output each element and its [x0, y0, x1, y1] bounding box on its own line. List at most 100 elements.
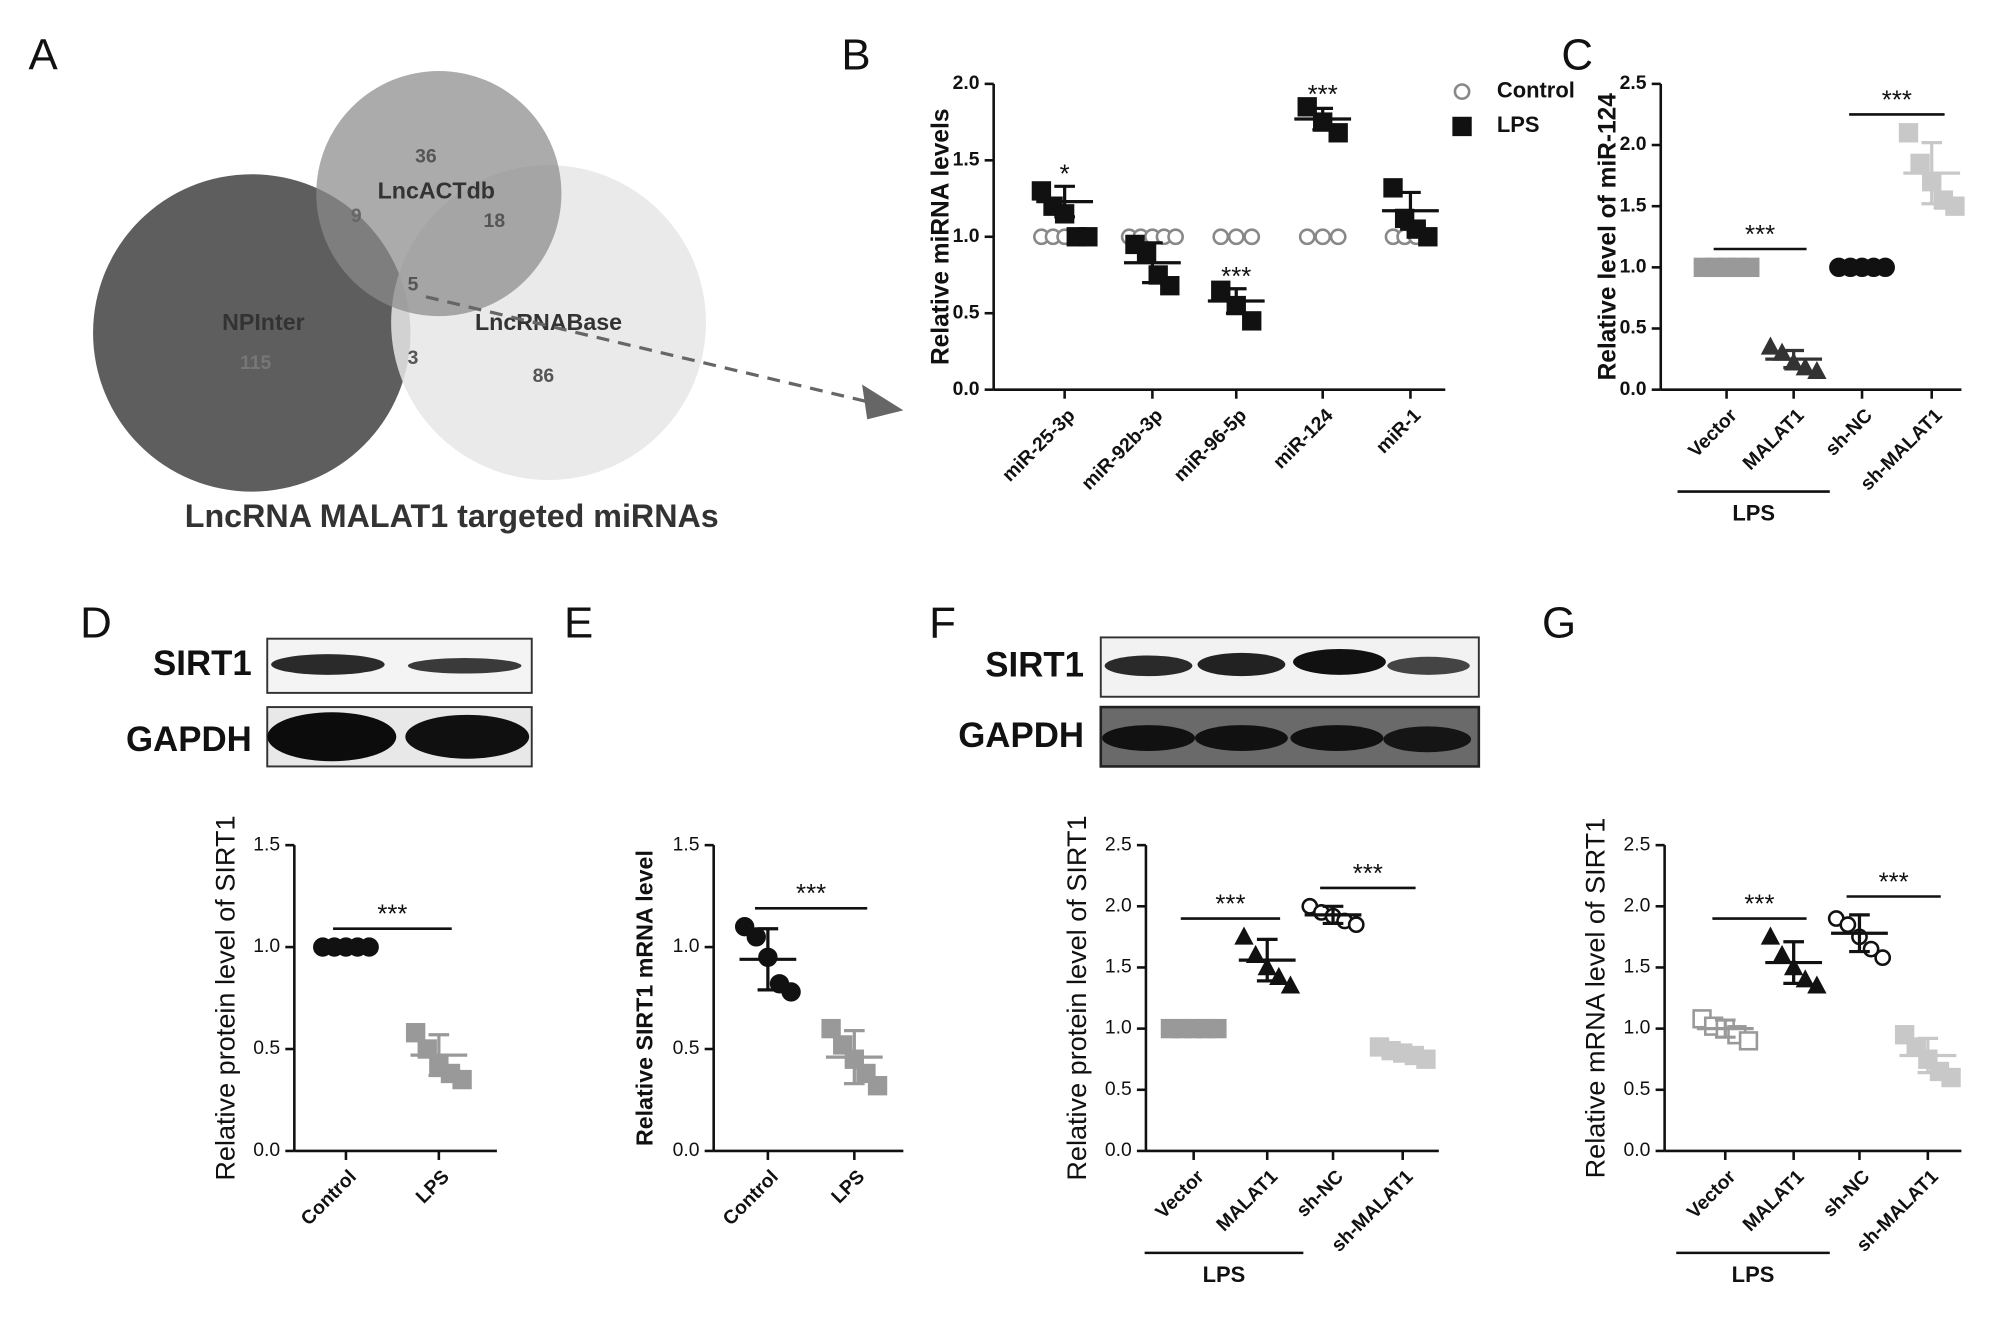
blot-band — [405, 714, 530, 759]
x-tick-label: Vector — [1683, 1165, 1741, 1223]
data-point — [1807, 975, 1827, 994]
y-tick-label: 0.0 — [673, 1139, 700, 1161]
venn-title: LncRNA MALAT1 targeted miRNAs — [185, 498, 719, 534]
panel-letter: C — [1561, 31, 1593, 80]
data-point — [1280, 975, 1301, 994]
x-tick-label: sh-NC — [1819, 1166, 1875, 1222]
venn-circle — [316, 70, 562, 317]
blot-row-label: SIRT1 — [153, 644, 252, 683]
venn-circle — [93, 174, 411, 492]
y-tick-label: 0.5 — [673, 1037, 700, 1059]
y-tick-label: 0.0 — [953, 378, 980, 400]
y-tick-label: 1.5 — [1620, 194, 1647, 216]
significance-label: *** — [796, 880, 826, 908]
error-bar — [1225, 287, 1247, 315]
y-tick-label: 0.5 — [1620, 317, 1647, 339]
data-point — [746, 927, 766, 947]
data-point — [417, 1039, 437, 1059]
y-tick-label: 1.5 — [1624, 956, 1651, 978]
y-tick-label: 1.5 — [253, 833, 280, 855]
data-point — [1738, 1031, 1759, 1051]
x-tick-label: LPS — [412, 1166, 454, 1208]
blot-band — [1383, 726, 1472, 753]
y-tick-label: 0.0 — [1624, 1139, 1651, 1161]
blot-band — [1290, 725, 1384, 751]
arrow-head — [862, 384, 904, 420]
set-count: 36 — [415, 146, 437, 168]
data-point — [1772, 342, 1792, 361]
data-point — [781, 982, 801, 1002]
blot-row-label: SIRT1 — [985, 645, 1084, 684]
y-tick-label: 1.5 — [1105, 956, 1132, 978]
set-count: 86 — [533, 365, 555, 387]
error-bar — [1312, 106, 1334, 132]
western-blot: D SIRT1 GAPDH — [80, 598, 533, 768]
y-axis-label: Relative SIRT1 mRNA level — [632, 850, 658, 1146]
blot-band — [1104, 655, 1193, 677]
data-point — [1839, 916, 1857, 934]
y-tick-label: 1.5 — [953, 148, 980, 170]
data-point — [405, 1023, 426, 1043]
y-tick-label: 2.0 — [1105, 894, 1132, 916]
error-bar — [1921, 140, 1943, 206]
y-tick-label: 1.0 — [253, 935, 280, 957]
data-point — [1807, 360, 1827, 380]
y-tick-label: 1.5 — [673, 833, 700, 855]
data-point — [1760, 336, 1781, 355]
error-bar — [1714, 1018, 1736, 1039]
panel-letter: G — [1542, 598, 1576, 647]
y-axis-label: Relative miRNA levels — [928, 109, 955, 365]
error-bar — [844, 1029, 865, 1086]
error-bar — [1917, 1036, 1939, 1075]
data-point — [1234, 926, 1254, 945]
error-bar — [1400, 190, 1421, 231]
y-tick-label: 0.5 — [1624, 1078, 1651, 1100]
x-tick-label: Control — [719, 1166, 783, 1230]
data-point — [1347, 916, 1365, 934]
y-axis-label: Relative protein level of SIRT1 — [1061, 815, 1092, 1180]
data-point — [1383, 178, 1403, 198]
dot-plot: 0.0 0.5 1.0 1.5 Relative protein level of SI… — [209, 815, 497, 1230]
set-count: 115 — [240, 352, 271, 374]
data-point — [1160, 276, 1180, 296]
data-point — [821, 1018, 841, 1039]
blot-band — [407, 658, 522, 674]
data-point — [1898, 123, 1919, 143]
overlap-count: 3 — [408, 347, 419, 369]
x-tick-label: sh-NC — [1821, 404, 1877, 460]
y-tick-label: 0.0 — [1105, 1139, 1132, 1161]
western-blot: F SIRT1 GAPDH — [929, 598, 1481, 768]
x-tick-label: miR-124 — [1269, 404, 1338, 473]
x-tick-label: MALAT1 — [1212, 1166, 1282, 1236]
group-label: LPS — [1732, 501, 1775, 526]
legend-marker — [1452, 116, 1472, 137]
x-tick-label: sh-NC — [1292, 1166, 1348, 1222]
data-point — [1078, 227, 1098, 247]
y-tick-label: 0.5 — [953, 301, 980, 323]
x-tick-label: miR-25-3p — [998, 404, 1080, 486]
data-point — [1245, 944, 1266, 963]
data-point — [1910, 153, 1930, 174]
blot-band — [1102, 725, 1195, 751]
significance-label: *** — [1882, 86, 1912, 114]
significance-label: *** — [1745, 221, 1775, 249]
data-point — [1031, 181, 1052, 201]
y-tick-label: 1.0 — [953, 225, 980, 247]
data-point — [1795, 357, 1815, 376]
data-point — [1212, 228, 1230, 246]
dot-plot: E 0.0 0.5 1.0 1.5 Relative SIRT1 mRNA level Co… — [564, 598, 904, 1230]
overlap-count: 5 — [408, 273, 419, 295]
data-point — [1329, 228, 1347, 246]
error-bar — [757, 927, 779, 992]
error-bar — [1392, 1046, 1414, 1060]
arrow-line — [425, 295, 872, 405]
data-point — [1227, 228, 1245, 246]
overlap-count: 9 — [351, 205, 362, 227]
data-point — [1298, 228, 1316, 246]
blot-row-label: GAPDH — [126, 720, 252, 759]
legend-marker — [1453, 83, 1471, 100]
y-tick-label: 2.0 — [1620, 133, 1647, 155]
dot-plot: G 0.0 0.5 1.0 1.5 2.0 2.5 Relative mRNA level o… — [1542, 598, 1962, 1287]
